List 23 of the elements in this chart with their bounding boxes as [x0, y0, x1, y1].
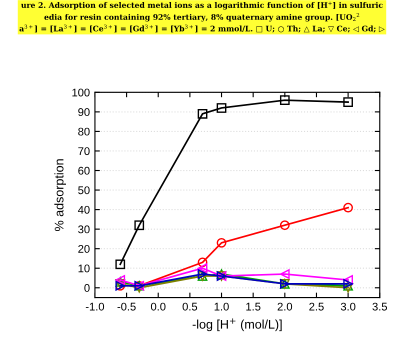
y-tick-label: 50 [78, 186, 90, 194]
x-tick-label: -1.0 [86, 302, 104, 311]
x-tick-label: -0.5 [118, 302, 136, 311]
y-axis-title: % adsorption [54, 159, 66, 231]
y-tick-label: 100 [72, 88, 90, 96]
y-tick-label: 80 [78, 128, 90, 136]
x-axis-title: -log [H$^{+}$ (mol/L)] [192, 318, 282, 332]
x-tick-label: 1.0 [214, 302, 229, 311]
y-tick-label: 40 [78, 206, 90, 214]
y-tick-label: 30 [78, 225, 90, 234]
x-tick-label: 1.5 [246, 302, 260, 311]
y-tick-label: 60 [78, 166, 90, 175]
y-tick-label: 70 [78, 147, 90, 156]
y-tick-label: 0 [84, 284, 90, 292]
x-tick-label: 2.0 [278, 302, 292, 311]
x-tick-label: 3.5 [372, 302, 388, 311]
y-tick-label: 20 [78, 244, 90, 253]
y-tick-label: 90 [78, 108, 90, 116]
x-tick-label: 3.0 [340, 302, 356, 311]
x-tick-label: 0.5 [182, 302, 198, 311]
x-tick-label: 2.5 [309, 302, 324, 311]
y-tick-label: 10 [78, 264, 90, 272]
x-tick-label: 0.0 [150, 302, 166, 311]
